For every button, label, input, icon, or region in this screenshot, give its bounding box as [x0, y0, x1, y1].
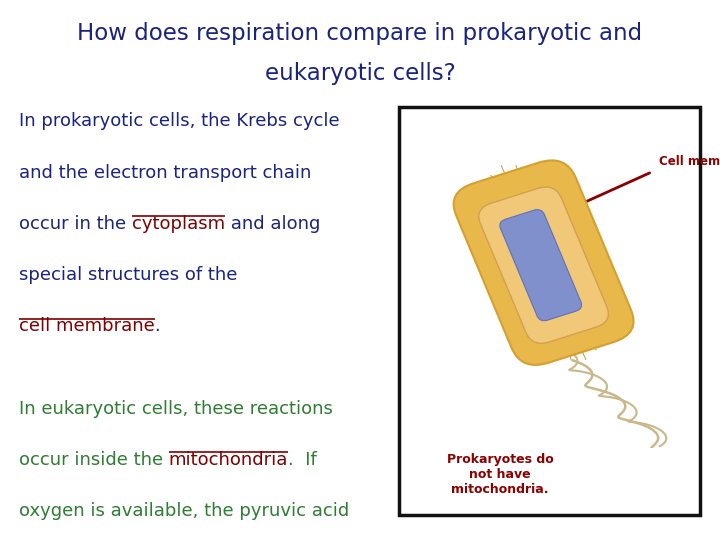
Text: How does respiration compare in prokaryotic and: How does respiration compare in prokaryo…: [78, 22, 642, 45]
Text: Cell membrane: Cell membrane: [659, 154, 720, 167]
Text: and the electron transport chain: and the electron transport chain: [19, 164, 311, 181]
Text: .  If: . If: [288, 451, 317, 469]
Text: Prokaryotes do
not have
mitochondria.: Prokaryotes do not have mitochondria.: [446, 453, 554, 496]
FancyBboxPatch shape: [500, 210, 582, 321]
Text: eukaryotic cells?: eukaryotic cells?: [265, 62, 455, 85]
Text: oxygen is available, the pyruvic acid: oxygen is available, the pyruvic acid: [19, 502, 349, 520]
FancyBboxPatch shape: [399, 107, 700, 515]
Text: and along: and along: [225, 215, 320, 233]
Text: .: .: [155, 317, 161, 335]
Text: special structures of the: special structures of the: [19, 266, 237, 284]
Text: cytoplasm: cytoplasm: [132, 215, 225, 233]
FancyBboxPatch shape: [454, 160, 634, 365]
Text: In eukaryotic cells, these reactions: In eukaryotic cells, these reactions: [19, 400, 333, 417]
Text: mitochondria: mitochondria: [168, 451, 288, 469]
Text: In prokaryotic cells, the Krebs cycle: In prokaryotic cells, the Krebs cycle: [19, 112, 340, 130]
Text: occur inside the: occur inside the: [19, 451, 168, 469]
FancyBboxPatch shape: [479, 187, 608, 343]
Text: occur in the: occur in the: [19, 215, 132, 233]
Text: cell membrane: cell membrane: [19, 317, 155, 335]
